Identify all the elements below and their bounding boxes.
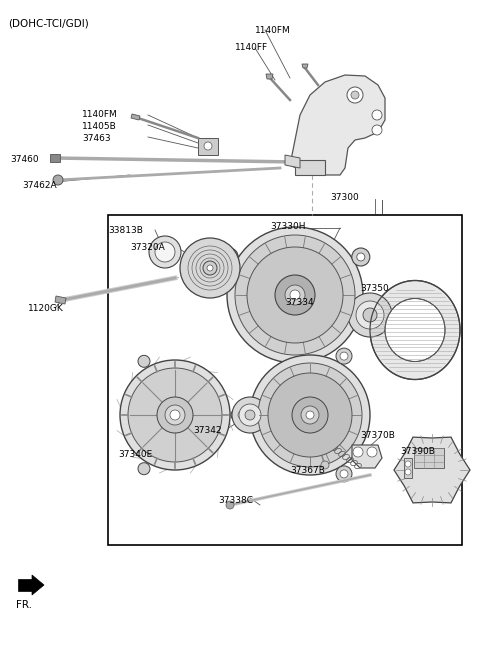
Polygon shape <box>285 155 300 168</box>
Circle shape <box>226 501 234 509</box>
Circle shape <box>357 253 365 261</box>
Text: 1140FM: 1140FM <box>82 110 118 119</box>
Circle shape <box>245 410 255 420</box>
Polygon shape <box>198 138 218 155</box>
Circle shape <box>232 397 268 433</box>
Circle shape <box>363 308 377 322</box>
Circle shape <box>207 265 213 271</box>
Circle shape <box>405 461 411 467</box>
Text: 37462A: 37462A <box>22 181 57 190</box>
Text: 37463: 37463 <box>82 134 110 143</box>
Polygon shape <box>290 75 385 175</box>
Circle shape <box>170 410 180 420</box>
Circle shape <box>321 461 329 469</box>
Circle shape <box>306 411 314 419</box>
Circle shape <box>291 367 299 375</box>
Circle shape <box>234 407 250 423</box>
Text: 37342: 37342 <box>193 426 221 435</box>
Polygon shape <box>50 154 60 162</box>
Circle shape <box>138 463 150 475</box>
Circle shape <box>247 247 343 343</box>
Text: 37367B: 37367B <box>290 466 325 475</box>
Circle shape <box>231 409 243 421</box>
Polygon shape <box>131 114 140 120</box>
Text: 11405B: 11405B <box>82 122 117 131</box>
Polygon shape <box>266 74 273 79</box>
Text: FR.: FR. <box>16 600 32 610</box>
Circle shape <box>290 290 300 300</box>
Circle shape <box>292 397 328 433</box>
Text: 37330H: 37330H <box>270 222 305 231</box>
Text: 1140FM: 1140FM <box>255 26 291 35</box>
Circle shape <box>372 125 382 135</box>
Bar <box>414 448 444 468</box>
Text: 37340E: 37340E <box>118 450 152 459</box>
Text: 37370B: 37370B <box>360 431 395 440</box>
Circle shape <box>353 447 363 457</box>
Circle shape <box>347 87 363 103</box>
Circle shape <box>128 368 222 462</box>
Circle shape <box>275 275 315 315</box>
Circle shape <box>340 352 348 360</box>
Polygon shape <box>295 160 325 175</box>
Circle shape <box>165 405 185 425</box>
Text: (DOHC-TCI/GDI): (DOHC-TCI/GDI) <box>8 18 89 28</box>
Ellipse shape <box>370 281 460 380</box>
Circle shape <box>239 404 261 426</box>
Circle shape <box>53 175 63 185</box>
Circle shape <box>336 348 352 364</box>
Circle shape <box>258 363 362 467</box>
Text: 37390B: 37390B <box>400 447 435 456</box>
Circle shape <box>220 248 238 266</box>
Circle shape <box>356 301 384 329</box>
Circle shape <box>367 447 377 457</box>
Circle shape <box>268 373 352 457</box>
Circle shape <box>340 470 348 478</box>
Circle shape <box>285 285 305 305</box>
Circle shape <box>120 360 230 470</box>
Polygon shape <box>394 437 470 503</box>
Polygon shape <box>18 579 32 591</box>
Circle shape <box>301 406 319 424</box>
Polygon shape <box>302 64 308 68</box>
Polygon shape <box>352 445 382 468</box>
Text: 37350: 37350 <box>360 284 389 293</box>
Circle shape <box>138 355 150 367</box>
Text: 33813B: 33813B <box>108 226 143 235</box>
Bar <box>108 215 462 545</box>
Circle shape <box>250 355 370 475</box>
Circle shape <box>203 261 217 275</box>
Ellipse shape <box>385 299 445 362</box>
Text: 1120GK: 1120GK <box>28 304 64 313</box>
Text: 37460: 37460 <box>10 155 38 164</box>
Polygon shape <box>55 296 66 304</box>
Circle shape <box>149 236 181 268</box>
Circle shape <box>348 293 392 337</box>
Circle shape <box>336 466 352 482</box>
Polygon shape <box>32 575 44 595</box>
Text: 37320A: 37320A <box>130 243 165 252</box>
Circle shape <box>235 235 355 355</box>
Circle shape <box>352 248 370 266</box>
Circle shape <box>157 397 193 433</box>
Circle shape <box>238 411 246 419</box>
Circle shape <box>351 91 359 99</box>
Circle shape <box>204 142 212 150</box>
Circle shape <box>405 469 411 475</box>
Text: 1140FF: 1140FF <box>235 43 268 52</box>
Circle shape <box>227 227 363 363</box>
Circle shape <box>225 253 233 261</box>
Polygon shape <box>404 458 412 478</box>
Text: 37300: 37300 <box>330 193 359 202</box>
Circle shape <box>155 242 175 262</box>
Text: 37334: 37334 <box>285 298 313 307</box>
Circle shape <box>372 110 382 120</box>
Circle shape <box>180 238 240 298</box>
Circle shape <box>286 362 304 380</box>
Text: 37338C: 37338C <box>218 496 253 505</box>
